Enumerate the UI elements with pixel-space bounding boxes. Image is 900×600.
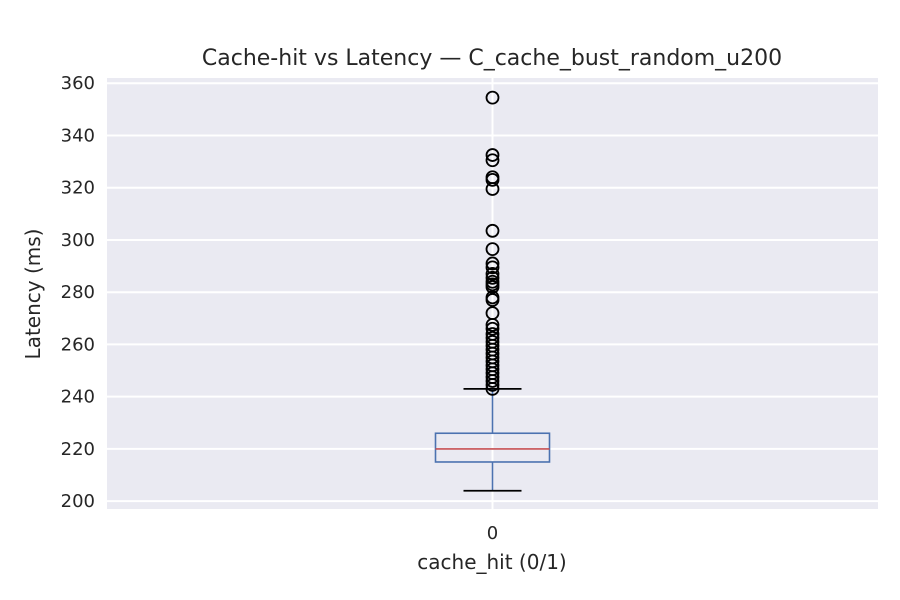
- y-tick-label: 360: [61, 73, 95, 94]
- chart-title: Cache-hit vs Latency — C_cache_bust_rand…: [202, 46, 782, 71]
- outlier-point: [485, 148, 500, 162]
- outlier-point: [485, 317, 500, 332]
- outlier-point: [485, 90, 500, 105]
- y-tick-label: 260: [61, 334, 95, 355]
- interquartile-box: [434, 432, 551, 463]
- outlier-point: [485, 280, 500, 294]
- outlier-point: [485, 381, 500, 396]
- y-tick-labels: 200 220 240 260 280 300 320 340 360: [61, 73, 95, 512]
- y-tick-label: 300: [61, 230, 95, 251]
- outlier-point: [485, 378, 500, 392]
- outlier-point: [485, 374, 500, 388]
- x-axis-title: cache_hit (0/1): [417, 550, 566, 574]
- outlier-point: [485, 321, 500, 336]
- outlier-point: [485, 260, 500, 275]
- y-tick-label: 240: [61, 387, 95, 408]
- x-tick-label: 0: [487, 523, 498, 544]
- y-tick-label: 280: [61, 282, 95, 303]
- outlier-point: [485, 223, 500, 238]
- outlier-point: [485, 242, 500, 256]
- outlier-points: [485, 90, 500, 396]
- outlier-point: [485, 256, 500, 271]
- outlier-point: [485, 293, 500, 307]
- y-tick-label: 340: [61, 125, 95, 146]
- y-tick-label: 200: [61, 491, 95, 512]
- outlier-point: [485, 267, 500, 281]
- outlier-point: [485, 172, 500, 187]
- y-axis-title: Latency (ms): [21, 229, 45, 360]
- y-tick-label: 320: [61, 178, 95, 199]
- outlier-point: [485, 153, 500, 168]
- y-tick-label: 220: [61, 439, 95, 460]
- outlier-point: [485, 270, 500, 285]
- outlier-point: [485, 182, 500, 196]
- x-tick-labels: 0: [487, 523, 498, 544]
- box-group: [434, 387, 551, 492]
